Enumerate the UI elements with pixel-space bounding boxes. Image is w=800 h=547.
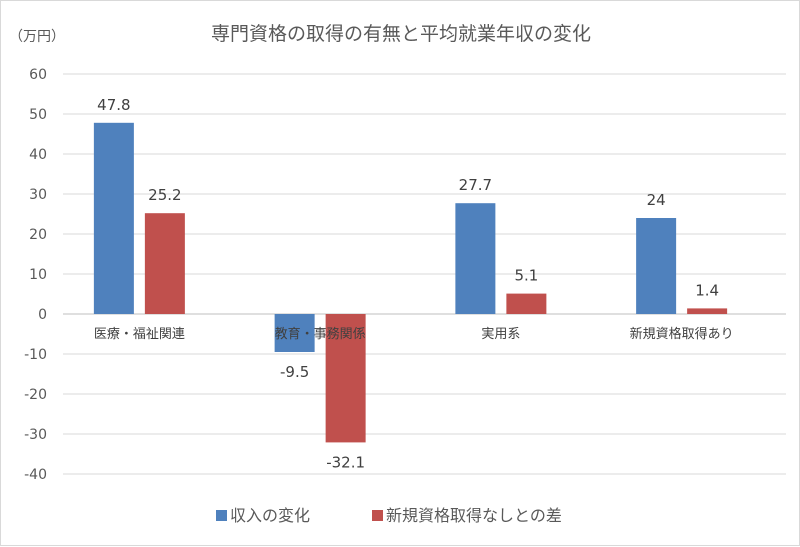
legend-label: 収入の変化 — [230, 506, 310, 525]
data-label: -9.5 — [280, 363, 309, 381]
y-axis-ticks: 60 50 40 30 20 10 0 -10 -20 -30 -40 — [24, 67, 47, 483]
data-label: 47.8 — [97, 96, 130, 114]
data-label: -32.1 — [326, 453, 365, 471]
data-label: 5.1 — [514, 267, 538, 285]
bar — [636, 218, 677, 314]
bar — [144, 213, 185, 314]
chart-title: 専門資格の取得の有無と平均就業年収の変化 — [211, 23, 591, 45]
y-tick-label: 40 — [29, 147, 47, 163]
category-label: 実用系 — [481, 326, 520, 342]
y-tick-label: -20 — [24, 387, 47, 403]
data-label: 27.7 — [459, 176, 492, 194]
legend-swatch — [372, 510, 383, 521]
data-label: 25.2 — [148, 186, 181, 204]
data-labels: 47.8 25.2 -9.5 -32.1 27.7 5.1 24 1.4 — [97, 96, 719, 472]
y-tick-label: -30 — [24, 427, 47, 443]
legend-swatch — [216, 510, 227, 521]
y-tick-label: -10 — [24, 347, 47, 363]
data-label: 24 — [647, 191, 666, 209]
y-tick-label: 20 — [29, 227, 47, 243]
bar — [506, 293, 547, 314]
legend-label: 新規資格取得なしとの差 — [386, 506, 562, 525]
legend: 収入の変化 新規資格取得なしとの差 — [216, 506, 562, 525]
category-label: 教育・事務関係 — [275, 326, 366, 342]
y-tick-label: 50 — [29, 107, 47, 123]
y-tick-label: 60 — [29, 67, 47, 83]
y-tick-label: 30 — [29, 187, 47, 203]
bars — [93, 122, 728, 443]
category-label: 新規資格取得あり — [630, 326, 734, 342]
bar — [274, 314, 315, 352]
bar — [93, 122, 134, 314]
bar — [325, 314, 366, 443]
category-label: 医療・福祉関連 — [94, 327, 185, 342]
y-tick-label: 0 — [38, 307, 47, 323]
y-unit-label: （万円） — [9, 29, 65, 45]
bar — [455, 203, 496, 314]
data-label: 1.4 — [695, 281, 719, 299]
x-axis-categories: 医療・福祉関連 教育・事務関係 実用系 新規資格取得あり — [94, 326, 734, 342]
y-tick-label: -40 — [24, 467, 47, 483]
y-tick-label: 10 — [29, 267, 47, 283]
bar — [687, 308, 728, 314]
